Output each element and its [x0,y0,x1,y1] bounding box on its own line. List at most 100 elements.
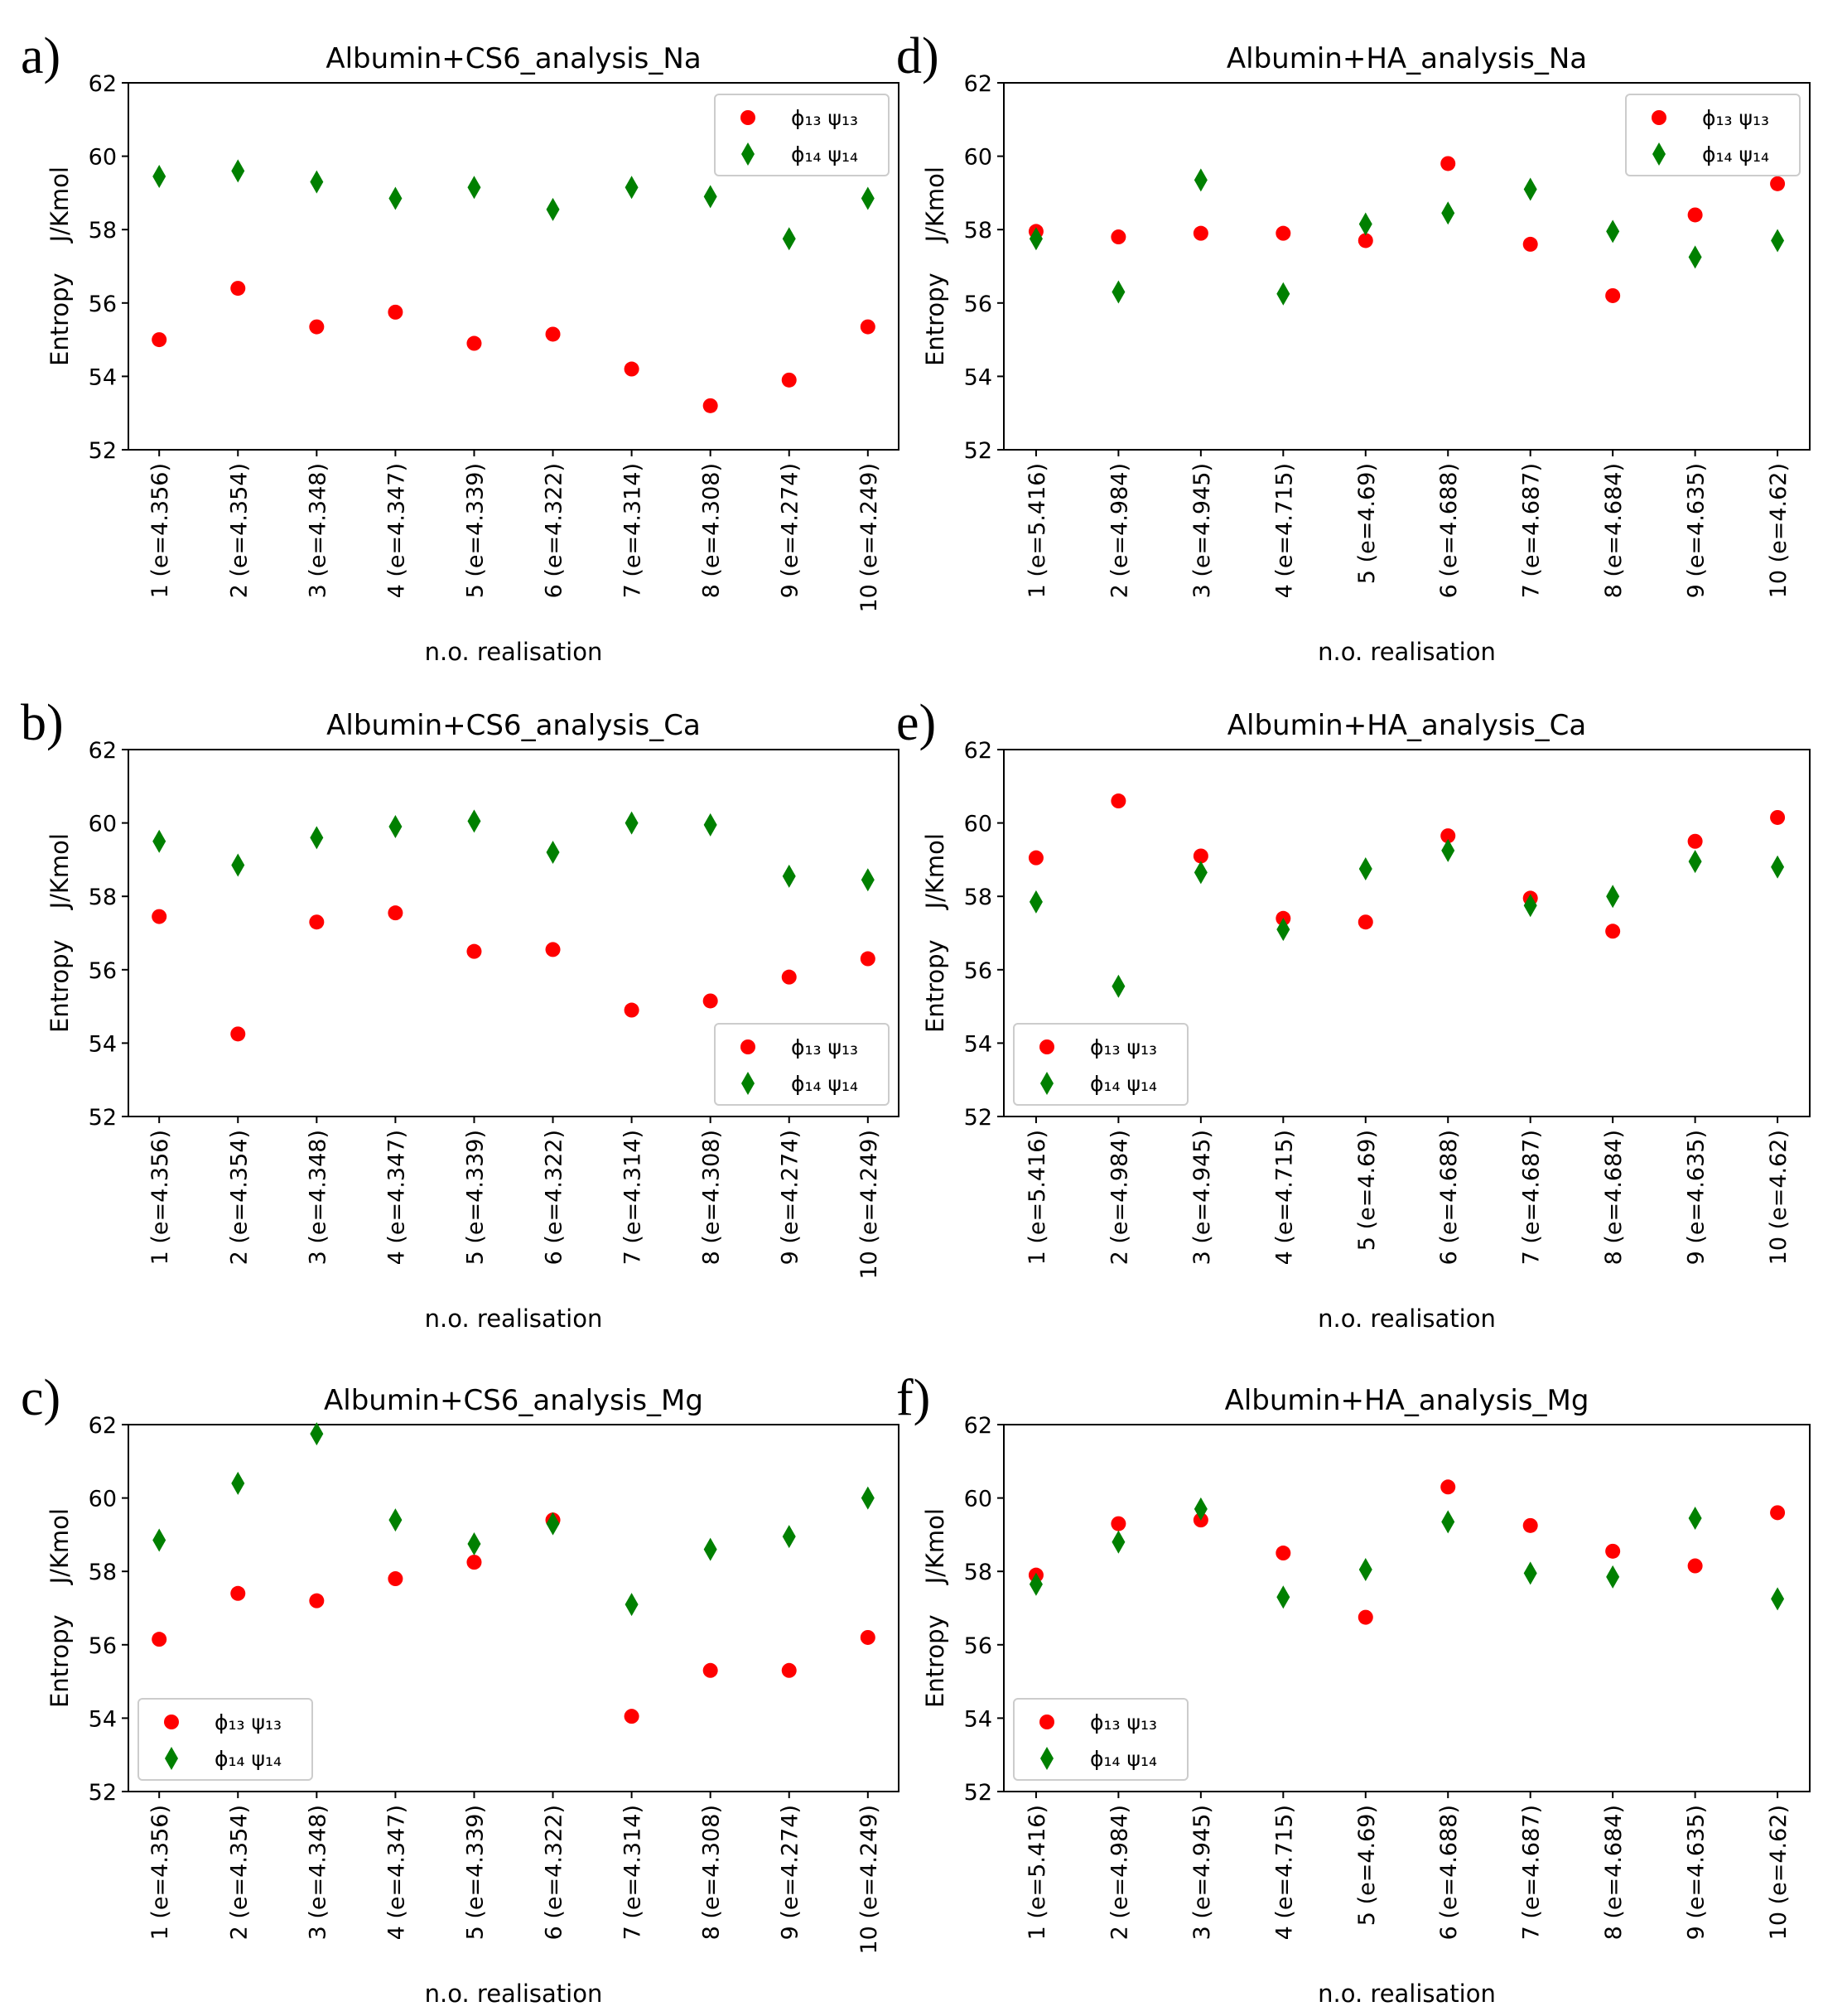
data-point-circle [702,993,718,1009]
legend-box [1013,1023,1189,1106]
data-point-diamond [1276,918,1290,942]
series-2-markers [152,1422,875,1617]
data-point-circle [152,1632,167,1647]
series-2-markers [152,159,875,251]
data-point-circle [1687,207,1703,223]
data-point-circle [1358,914,1373,930]
data-point-diamond [388,186,403,210]
data-point-diamond [388,1508,403,1532]
legend-entry-label: ϕ₁₄ ψ₁₄ [1702,142,1769,166]
series-1-markers [152,1512,875,1724]
data-point-circle [1111,1516,1126,1531]
data-point-diamond [1523,894,1537,918]
y-axis-label: Entropy J/Kmol [921,1508,949,1708]
x-tick-label: 5 (e=4.69) [1354,1805,1380,1926]
data-point-circle [702,398,718,413]
data-point-diamond [310,170,324,194]
data-point-circle [466,1555,482,1570]
data-point-circle [1605,924,1621,939]
x-tick-label: 8 (e=4.308) [699,463,725,598]
data-point-diamond [1771,229,1785,253]
data-point-diamond [1441,1510,1455,1534]
data-point-circle [1440,1479,1456,1495]
panel-label: c) [21,1370,60,1426]
x-tick-label: 4 (e=4.347) [383,1130,409,1265]
legend-entry-label: ϕ₁₄ ψ₁₄ [791,142,858,166]
data-point-diamond [1358,212,1372,236]
x-tick-label: 6 (e=4.322) [542,1805,567,1940]
x-axis-label: n.o. realisation [1318,1980,1496,2008]
legend: ϕ₁₃ ψ₁₃ ϕ₁₄ ψ₁₄ [1625,94,1801,176]
y-tick-label: 56 [89,1633,117,1659]
y-tick-label: 52 [964,1105,992,1131]
data-point-diamond [467,809,481,833]
x-tick-label: 1 (e=5.416) [1025,1805,1050,1940]
x-tick-label: 6 (e=4.688) [1436,463,1462,598]
x-tick-label: 8 (e=4.684) [1601,1130,1627,1265]
chart-panel-a: a) Albumin+CS6_analysis_Na 52 54 56 58 60 62 Ent… [21,28,899,666]
x-tick-label: 9 (e=4.274) [778,1130,803,1265]
data-point-circle [230,1585,246,1601]
data-point-circle [624,1002,639,1018]
legend-circle-marker [1039,1715,1054,1729]
y-tick-label: 62 [964,738,992,764]
y-tick-label: 54 [964,1031,992,1057]
data-point-diamond [546,1512,560,1536]
x-tick-label: 6 (e=4.688) [1436,1805,1462,1940]
plot-frame [128,1424,899,1792]
data-point-diamond [231,1471,245,1495]
data-point-circle [1770,1505,1786,1521]
legend: ϕ₁₃ ψ₁₃ ϕ₁₄ ψ₁₄ [1013,1023,1189,1106]
data-point-diamond [310,1422,324,1446]
data-point-circle [1770,176,1786,191]
y-tick-label: 56 [964,1633,992,1659]
x-tick-label: 3 (e=4.945) [1189,463,1215,598]
legend-box [1625,94,1801,176]
legend: ϕ₁₃ ψ₁₃ ϕ₁₄ ψ₁₄ [714,1023,890,1106]
x-tick-label: 9 (e=4.635) [1684,1805,1710,1940]
legend-box [137,1698,313,1781]
data-point-circle [545,326,561,342]
data-point-diamond [1771,855,1785,879]
plot-frame [128,749,899,1117]
panel-label: e) [896,695,936,751]
data-point-diamond [625,811,639,835]
data-point-diamond [1606,885,1620,909]
series-2-markers [1029,168,1785,306]
data-point-circle [624,361,639,377]
x-tick-label: 2 (e=4.354) [226,1805,252,1940]
y-tick-label: 56 [89,958,117,984]
x-tick-label: 1 (e=5.416) [1025,463,1050,598]
y-tick-label: 54 [964,1706,992,1732]
data-point-circle [1028,850,1044,866]
data-point-diamond [1358,1557,1372,1581]
data-point-circle [781,1662,797,1678]
x-axis-label: n.o. realisation [425,1980,603,2008]
data-point-diamond [1029,1572,1043,1596]
x-tick-label: 2 (e=4.984) [1107,1805,1132,1940]
chart-title: Albumin+CS6_analysis_Na [326,42,701,75]
data-point-diamond [310,826,324,850]
y-axis-label: Entropy J/Kmol [921,166,949,366]
x-tick-label: 4 (e=4.347) [383,1805,409,1940]
data-point-diamond [152,1528,166,1552]
x-tick-label: 2 (e=4.984) [1107,1130,1132,1265]
data-point-diamond [1276,282,1290,306]
data-point-circle [781,969,797,985]
x-tick-label: 9 (e=4.274) [778,1805,803,1940]
legend-circle-marker [164,1715,179,1729]
data-point-circle [781,372,797,388]
chart-title: Albumin+HA_analysis_Na [1227,42,1587,75]
data-point-diamond [625,176,639,200]
data-point-diamond [1606,1565,1620,1589]
data-point-diamond [861,868,875,892]
panel-label: f) [896,1370,930,1426]
data-point-circle [1358,1609,1373,1625]
legend-circle-marker [740,110,755,125]
data-point-diamond [1276,1585,1290,1609]
y-axis-label: Entropy J/Kmol [46,1508,74,1708]
x-tick-label: 3 (e=4.348) [305,1130,330,1265]
y-tick-label: 56 [89,292,117,317]
y-tick-label: 62 [89,738,117,764]
y-tick-label: 54 [89,1706,117,1732]
